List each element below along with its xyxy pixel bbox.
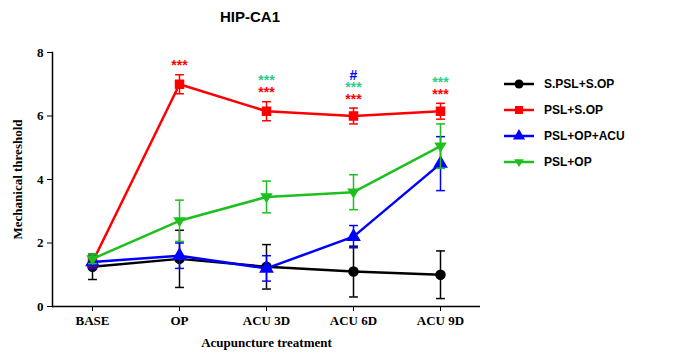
svg-text:Acupuncture treatment: Acupuncture treatment (201, 335, 332, 350)
svg-text:PSL+S.OP: PSL+S.OP (544, 103, 603, 117)
svg-text:BASE: BASE (76, 313, 110, 328)
svg-text:***: *** (432, 74, 449, 90)
svg-text:#: # (350, 67, 358, 83)
svg-text:8: 8 (37, 45, 44, 60)
svg-text:PSL+OP+ACU: PSL+OP+ACU (544, 129, 625, 143)
svg-text:ACU 3D: ACU 3D (243, 313, 290, 328)
svg-text:6: 6 (37, 108, 44, 123)
svg-text:S.PSL+S.OP: S.PSL+S.OP (544, 77, 614, 91)
svg-text:PSL+OP: PSL+OP (544, 155, 592, 169)
svg-text:Mechanical threshold: Mechanical threshold (10, 119, 25, 240)
svg-text:4: 4 (37, 172, 44, 187)
svg-text:ACU 9D: ACU 9D (417, 313, 464, 328)
svg-text:***: *** (171, 57, 188, 73)
svg-text:OP: OP (170, 313, 188, 328)
html-text:HIP-CA1: HIP-CA1 (220, 8, 280, 25)
svg-text:ACU 6D: ACU 6D (330, 313, 377, 328)
svg-text:***: *** (258, 72, 275, 88)
svg-text:0: 0 (37, 299, 44, 314)
svg-text:2: 2 (37, 235, 44, 250)
